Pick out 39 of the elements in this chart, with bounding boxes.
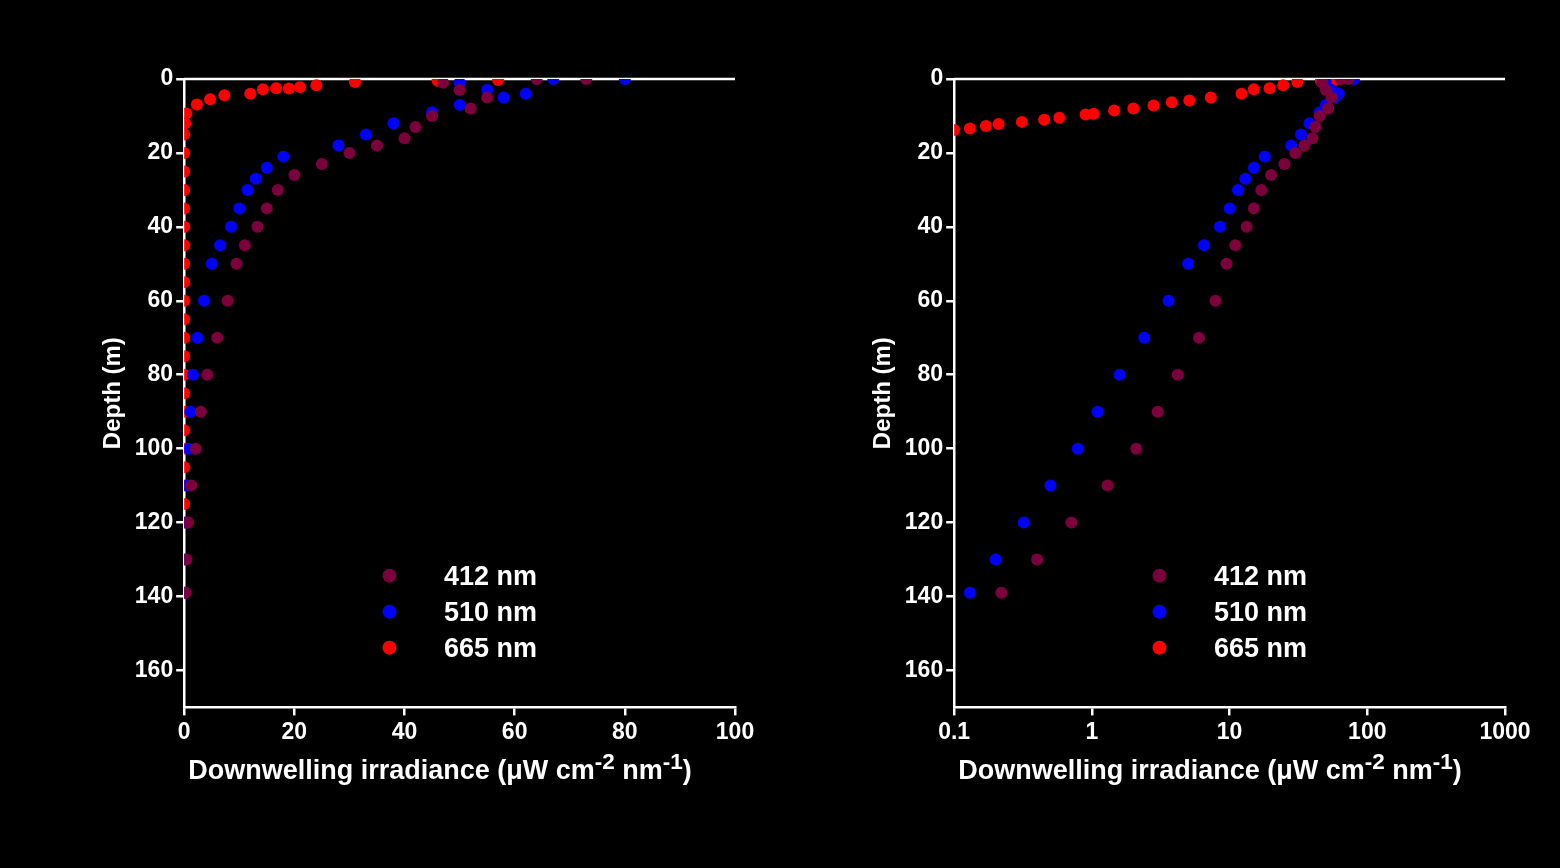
y-tick-label: 40 <box>147 212 174 239</box>
legend-label: 510 nm <box>444 595 538 629</box>
y-axis-title: Depth (m) <box>98 337 126 450</box>
y-tick-label: 140 <box>904 581 944 608</box>
x-tick-label: 40 <box>391 717 418 744</box>
x-tick-label: 20 <box>281 717 308 744</box>
y-tick-label: 20 <box>147 138 174 165</box>
y-tick-label: 40 <box>917 212 944 239</box>
y-tick-label: 60 <box>917 286 944 313</box>
x-tick-label: 1 <box>1085 717 1099 744</box>
x-tick-label: 0.1 <box>938 717 971 744</box>
legend-label: 665 nm <box>1214 631 1308 665</box>
x-tick-label: 100 <box>715 717 755 744</box>
y-tick-label: 80 <box>147 360 174 387</box>
y-axis-title: Depth (m) <box>868 337 896 450</box>
y-tick-label: 20 <box>917 138 944 165</box>
x-tick-label: 80 <box>612 717 638 744</box>
legend-label: 665 nm <box>444 631 538 665</box>
y-tick-label: 160 <box>904 655 944 682</box>
y-tick-label: 160 <box>134 655 174 682</box>
y-tick-label: 100 <box>134 433 174 460</box>
x-tick-label: 10 <box>1216 717 1243 744</box>
x-tick-label: 0 <box>177 717 191 744</box>
y-tick-label: 100 <box>904 433 944 460</box>
y-tick-label: 140 <box>134 581 174 608</box>
legend-label: 412 nm <box>1214 559 1308 593</box>
legend-label: 412 nm <box>444 559 538 593</box>
x-tick-label: 1000 <box>1479 717 1531 744</box>
legend-label: 510 nm <box>1214 595 1308 629</box>
y-tick-label: 0 <box>930 64 944 91</box>
y-tick-label: 60 <box>147 286 174 313</box>
x-axis-title: Downwelling irradiance (μW cm$^{-2}$ nm$^{-1}$) <box>957 749 1463 786</box>
x-axis-title: Downwelling irradiance (μW cm$^{-2}$ nm$^{-1}$) <box>187 749 693 786</box>
y-tick-label: 0 <box>160 64 174 91</box>
x-tick-label: 60 <box>501 717 528 744</box>
y-tick-label: 120 <box>134 507 174 534</box>
y-tick-label: 80 <box>917 360 944 387</box>
y-tick-label: 120 <box>904 507 944 534</box>
x-tick-label: 100 <box>1348 717 1387 744</box>
